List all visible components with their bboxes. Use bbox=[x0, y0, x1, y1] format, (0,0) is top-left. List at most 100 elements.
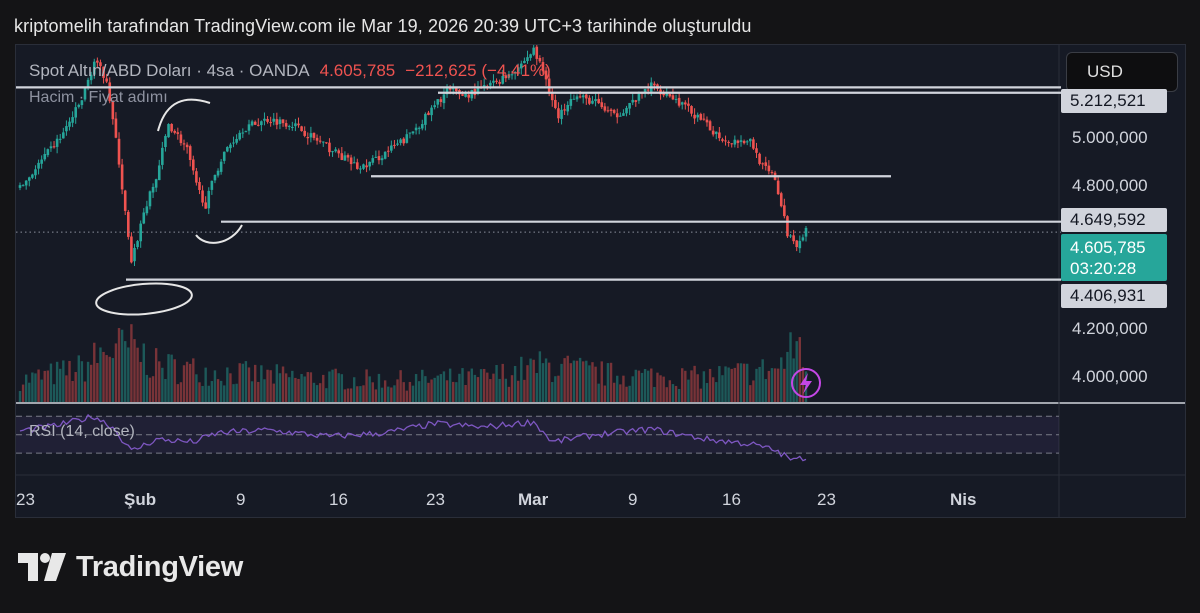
volume-legend[interactable]: Hacim · Fiyat adımı bbox=[29, 89, 168, 106]
candle-body bbox=[92, 61, 96, 75]
volume-bar bbox=[780, 357, 783, 402]
candle-body bbox=[504, 75, 508, 79]
volume-bar bbox=[195, 374, 198, 402]
candle-body bbox=[176, 132, 180, 134]
candle-body bbox=[86, 79, 90, 89]
volume-bar bbox=[40, 379, 43, 402]
volume-bar bbox=[634, 369, 638, 402]
volume-bar bbox=[705, 383, 709, 402]
volume-bar bbox=[764, 379, 767, 402]
volume-bar bbox=[414, 374, 418, 402]
candle-body bbox=[631, 99, 635, 103]
volume-bar bbox=[786, 351, 789, 402]
volume-bar bbox=[219, 380, 223, 402]
volume-bar bbox=[746, 363, 749, 402]
volume-bar bbox=[102, 351, 105, 402]
price-tag-resistance: 4.649,592 bbox=[1061, 208, 1167, 232]
candle-body bbox=[340, 153, 344, 160]
date-axis-tick: 23 bbox=[426, 490, 445, 509]
candle-body bbox=[213, 174, 217, 181]
volume-bar bbox=[656, 372, 659, 402]
volume-bar bbox=[597, 383, 600, 402]
volume-bar bbox=[257, 381, 260, 402]
volume-bar bbox=[461, 368, 464, 402]
volume-bar bbox=[130, 324, 133, 402]
volume-bar bbox=[755, 368, 758, 402]
volume-bar bbox=[554, 376, 557, 402]
volume-bar bbox=[699, 388, 702, 402]
symbol-legend[interactable]: Spot Altın/ABD Doları · 4sa · OANDA 4.605… bbox=[29, 61, 551, 81]
candle-body bbox=[510, 74, 514, 76]
volume-bar bbox=[517, 380, 520, 402]
candle-body bbox=[575, 96, 579, 100]
candle-body bbox=[198, 182, 201, 190]
candle-body bbox=[99, 62, 102, 67]
bar-countdown: 03:20:28 bbox=[1070, 259, 1137, 278]
volume-bar bbox=[154, 348, 158, 402]
candle-body bbox=[374, 156, 378, 158]
chart-panel[interactable]: Spot Altın/ABD Doları · 4sa · OANDA 4.605… bbox=[15, 44, 1186, 518]
candle-body bbox=[671, 95, 675, 100]
chart-caption: kriptomelih tarafından TradingView.com i… bbox=[14, 16, 752, 36]
candle-body bbox=[260, 121, 263, 126]
candle-body bbox=[399, 139, 402, 143]
candle-body bbox=[127, 211, 130, 237]
volume-bar bbox=[489, 379, 492, 402]
candle-body bbox=[581, 95, 585, 98]
candle-body bbox=[386, 150, 390, 152]
volume-bar bbox=[445, 380, 449, 402]
candle-body bbox=[550, 92, 554, 101]
volume-bar bbox=[49, 363, 53, 402]
volume-bar bbox=[164, 379, 167, 402]
volume-bar bbox=[89, 364, 93, 402]
volume-bar bbox=[247, 367, 251, 402]
volume-bar bbox=[442, 371, 446, 402]
volume-bar bbox=[281, 366, 285, 402]
candle-body bbox=[643, 89, 647, 94]
volume-bar bbox=[139, 361, 142, 402]
candle-body bbox=[179, 134, 183, 144]
price-axis-tick: 4.000,000 bbox=[1072, 366, 1148, 386]
volume-bar bbox=[622, 375, 625, 402]
volume-bar bbox=[421, 369, 424, 402]
candle-body bbox=[142, 212, 146, 224]
candle-body bbox=[767, 165, 771, 172]
volume-bar bbox=[476, 377, 480, 402]
volume-bar bbox=[687, 379, 690, 402]
volume-bar bbox=[411, 385, 415, 402]
candle-body bbox=[492, 80, 495, 83]
volume-bar bbox=[467, 371, 470, 402]
candle-body bbox=[758, 153, 761, 164]
candle-body bbox=[130, 236, 133, 263]
candle-body bbox=[229, 144, 232, 149]
candle-body bbox=[569, 99, 573, 106]
candle-body bbox=[256, 124, 260, 126]
rsi-legend[interactable]: RSI (14, close) bbox=[29, 423, 135, 440]
volume-bar bbox=[77, 355, 80, 402]
date-axis-tick: Mar bbox=[518, 490, 549, 509]
volume-bar bbox=[96, 363, 99, 402]
volume-bar bbox=[637, 370, 641, 402]
candle-body bbox=[337, 150, 341, 154]
volume-bar bbox=[563, 358, 566, 402]
candle-body bbox=[436, 99, 440, 105]
candle-body bbox=[331, 151, 334, 153]
rsi-line bbox=[19, 413, 807, 462]
date-axis-tick: 16 bbox=[722, 490, 741, 509]
candle-body bbox=[148, 191, 152, 207]
price-chart[interactable] bbox=[16, 45, 1186, 518]
volume-bar bbox=[523, 379, 526, 402]
candle-body bbox=[804, 227, 808, 237]
candle-body bbox=[451, 88, 455, 90]
volume-bar bbox=[773, 368, 777, 402]
volume-bar bbox=[275, 364, 279, 402]
candle-body bbox=[684, 102, 687, 105]
candle-body bbox=[46, 149, 50, 156]
candle-body bbox=[547, 78, 551, 93]
candle-body bbox=[445, 88, 449, 95]
currency-button[interactable]: USD bbox=[1066, 52, 1178, 92]
candle-body bbox=[742, 140, 746, 144]
volume-bar bbox=[315, 385, 319, 402]
volume-bar bbox=[349, 388, 353, 402]
candle-body bbox=[464, 93, 467, 97]
